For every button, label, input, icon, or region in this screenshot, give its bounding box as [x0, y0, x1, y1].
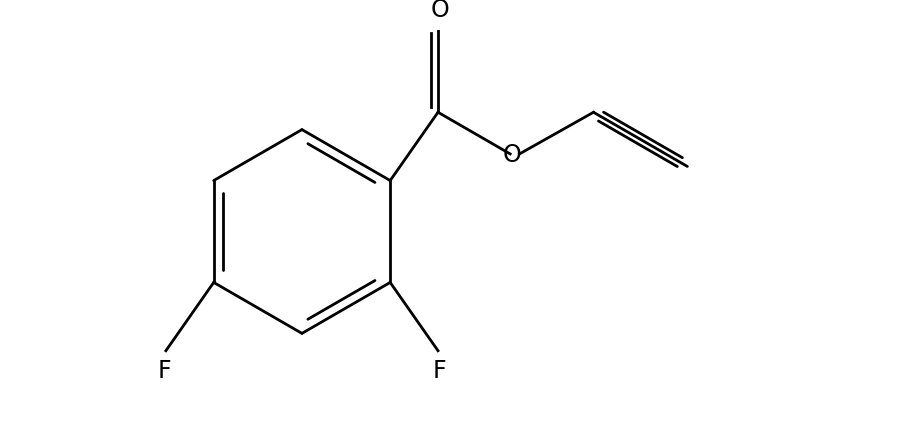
Text: F: F: [157, 358, 171, 382]
Text: O: O: [502, 143, 521, 167]
Text: O: O: [430, 0, 449, 23]
Text: F: F: [433, 358, 446, 382]
